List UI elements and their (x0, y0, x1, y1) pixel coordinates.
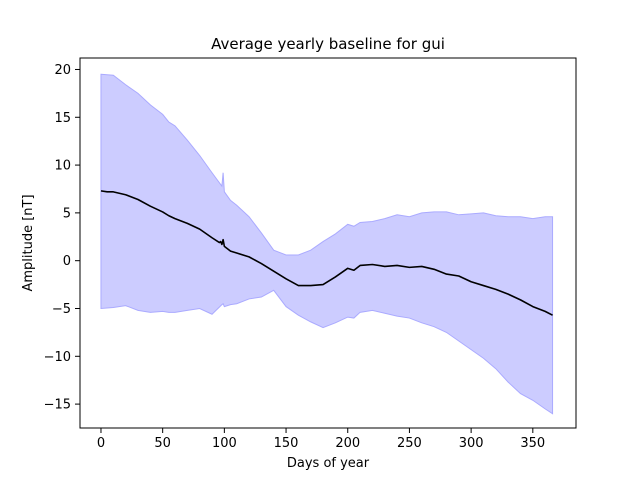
x-tick-label: 300 (459, 436, 484, 451)
y-tick-label: 15 (54, 111, 71, 126)
chart-title: Average yearly baseline for gui (211, 35, 445, 53)
x-axis: 0 50 100 150 200 250 300 350 (97, 428, 545, 451)
y-tick-label: −10 (44, 350, 71, 365)
x-tick-label: 350 (520, 436, 545, 451)
y-tick-label: −5 (52, 302, 71, 317)
axes-frame (79, 57, 577, 429)
x-tick-label: 200 (335, 436, 360, 451)
x-tick-label: 250 (397, 436, 422, 451)
plot-area (100, 73, 554, 415)
x-tick-label: 0 (97, 436, 105, 451)
mean-line (100, 190, 553, 316)
y-tick-label: 0 (63, 254, 71, 269)
y-tick-label: 20 (54, 63, 71, 78)
y-axis-label: Amplitude [nT] (21, 194, 36, 291)
y-axis: −15 −10 −5 0 5 10 15 20 (44, 63, 80, 413)
x-axis-label: Days of year (287, 456, 370, 471)
y-tick-label: 5 (63, 206, 71, 221)
y-tick-label: −15 (44, 398, 71, 413)
x-tick-label: 50 (154, 436, 171, 451)
x-tick-label: 100 (212, 436, 237, 451)
uncertainty-band (100, 73, 554, 415)
y-tick-label: 10 (54, 159, 71, 174)
x-tick-label: 150 (274, 436, 299, 451)
